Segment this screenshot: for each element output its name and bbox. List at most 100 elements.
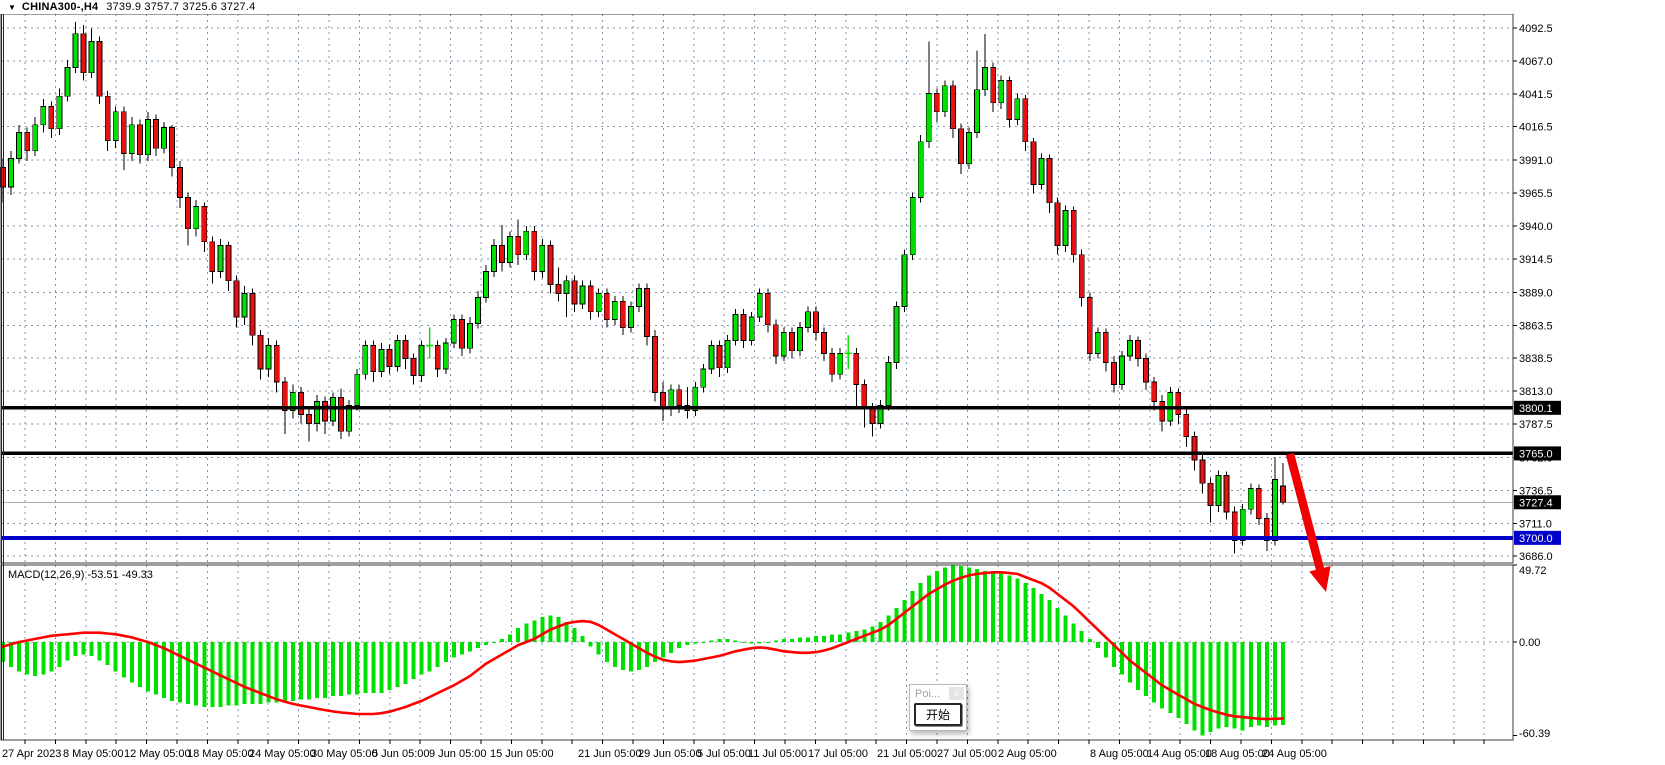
macd-histogram	[1, 565, 1285, 736]
bear-candle	[603, 293, 610, 321]
x-axis-label: 24 Aug 05:00	[1262, 748, 1327, 760]
bear-candle	[249, 293, 256, 336]
macd-bar	[41, 642, 46, 675]
macd-bar	[9, 642, 14, 667]
bull-candle	[72, 33, 79, 69]
macd-axis-label: 49.72	[1519, 565, 1547, 577]
macd-bar	[347, 642, 352, 695]
bull-candle	[636, 288, 642, 308]
bear-candle	[676, 389, 683, 406]
x-axis-label: 21 Jun 05:00	[578, 748, 642, 760]
macd-bar	[1216, 642, 1221, 729]
macd-bar	[661, 642, 666, 658]
macd-bar	[1007, 575, 1012, 642]
bear-candle	[829, 352, 836, 375]
macd-bar	[395, 642, 400, 687]
macd-bar	[427, 642, 432, 672]
macd-bar	[484, 642, 488, 646]
bull-candle	[1062, 210, 1069, 246]
macd-bar	[757, 642, 762, 644]
y-axis-label: 3889.0	[1519, 287, 1553, 299]
bear-candle	[273, 345, 280, 383]
bull-candle	[595, 293, 602, 313]
macd-signal-line	[1, 570, 1285, 721]
macd-bar	[274, 642, 279, 703]
bear-candle	[80, 33, 87, 74]
price-badge-label: 3727.4	[1519, 497, 1553, 509]
bull-candle	[418, 345, 425, 376]
macd-bar	[773, 640, 778, 642]
arrow-shaft[interactable]	[1285, 452, 1325, 570]
bear-candle	[1135, 340, 1141, 359]
macd-bar	[717, 638, 722, 642]
price-badge-label: 3765.0	[1519, 448, 1553, 460]
macd-bar	[411, 642, 416, 680]
macd-bar	[645, 642, 649, 667]
y-axis-label: 3736.5	[1519, 485, 1553, 497]
bull-candle	[893, 306, 900, 363]
macd-bar	[878, 621, 883, 642]
bull-candle	[1215, 475, 1222, 506]
macd-bar	[242, 642, 247, 704]
bull-candle	[901, 254, 908, 308]
start-button[interactable]: 开始	[914, 703, 962, 726]
bear-candle	[571, 280, 578, 305]
macd-bar	[145, 642, 150, 692]
y-axis-label: 3914.5	[1519, 254, 1553, 266]
bull-candle	[1239, 508, 1246, 541]
script-popup-header[interactable]: Poi... x	[910, 685, 966, 701]
bull-candle	[217, 245, 224, 272]
macd-axis-label: 0.00	[1519, 637, 1540, 649]
bear-candle	[861, 384, 868, 409]
macd-bar	[194, 642, 199, 706]
bear-candle	[1078, 254, 1085, 298]
macd-bar	[1015, 578, 1020, 642]
macd-bar	[17, 642, 22, 672]
popup-title: Poi...	[915, 687, 941, 700]
bull-candle	[314, 401, 320, 424]
bear-candle	[764, 293, 771, 326]
bear-candle	[1280, 485, 1286, 503]
bull-candle	[1272, 479, 1278, 541]
macd-bar	[467, 642, 472, 652]
y-axis-label: 3838.5	[1519, 353, 1553, 365]
bear-candle	[1070, 210, 1077, 256]
x-axis-label: 21 Jul 05:00	[877, 748, 937, 760]
bear-candle	[555, 284, 562, 295]
bull-candle	[708, 345, 715, 370]
macd-bar	[604, 642, 609, 663]
bear-candle	[1159, 401, 1166, 422]
bull-candle	[40, 106, 47, 126]
bull-candle	[8, 158, 14, 188]
bear-candle	[990, 67, 997, 104]
macd-bar	[1200, 642, 1205, 736]
macd-bar	[806, 637, 810, 642]
macd-bar	[339, 642, 344, 697]
bear-candle	[297, 391, 304, 415]
y-axis-label: 3940.0	[1519, 221, 1553, 233]
macd-bar	[65, 642, 70, 661]
x-axis-label: 18 Aug 05:00	[1205, 748, 1270, 760]
x-axis-label: 9 Jun 05:00	[429, 748, 487, 760]
macd-bar	[612, 642, 617, 667]
macd-bar	[202, 642, 207, 708]
bear-candle	[225, 245, 232, 282]
bear-candle	[547, 245, 554, 285]
bull-candle	[161, 126, 167, 149]
macd-bar	[556, 617, 561, 642]
popup-close-icon[interactable]: x	[949, 687, 964, 700]
x-axis-label: 14 Aug 05:00	[1147, 748, 1212, 760]
bear-candle	[740, 314, 747, 341]
bear-candle	[434, 345, 441, 370]
symbol-dropdown-icon[interactable]: ▼	[8, 2, 16, 12]
x-axis-label: 2 Aug 05:00	[998, 748, 1057, 760]
bear-candle	[338, 397, 345, 432]
bear-candle	[370, 345, 377, 372]
bear-candle	[257, 334, 264, 370]
macd-bar	[290, 642, 295, 701]
bull-candle	[362, 345, 369, 375]
bear-candle	[120, 111, 127, 154]
macd-bar	[379, 642, 384, 694]
arrow-head[interactable]	[1309, 566, 1331, 592]
